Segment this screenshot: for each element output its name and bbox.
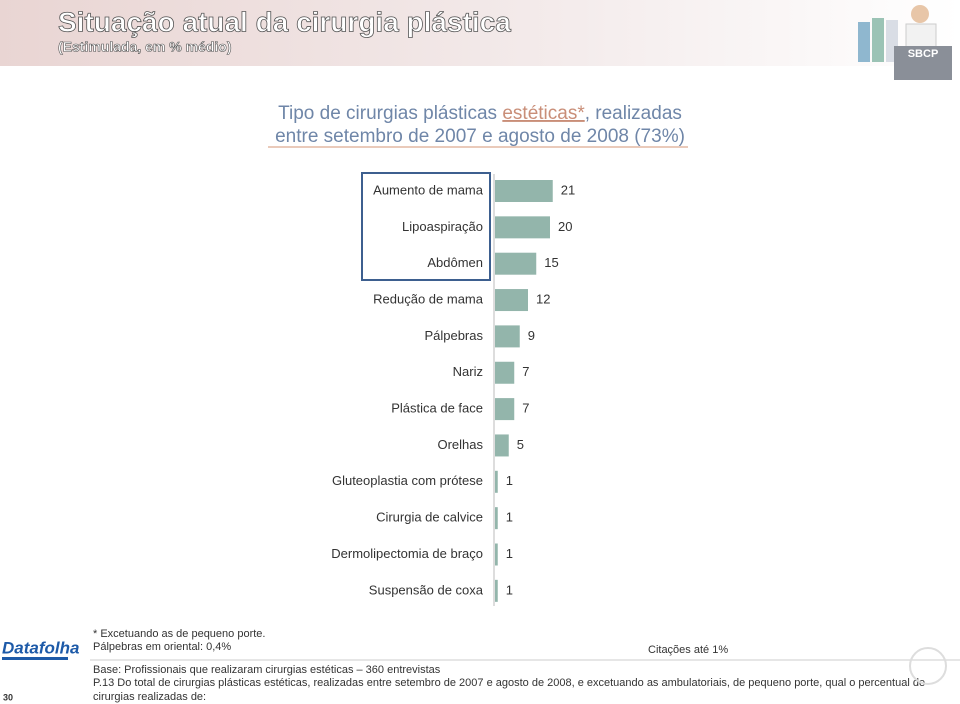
- category-label: Redução de mama: [373, 291, 484, 306]
- bar: [495, 470, 498, 493]
- header-band: [0, 0, 960, 66]
- citations-note: Citações até 1%: [648, 644, 728, 656]
- chart-title: entre setembro de 2007 e agosto de 2008 …: [275, 126, 685, 147]
- sbcp-logo: SBCP: [908, 48, 939, 60]
- value-label: 20: [558, 219, 572, 234]
- bar: [495, 434, 509, 457]
- category-label: Aumento de mama: [373, 182, 484, 197]
- title-part: , realizadas: [585, 103, 682, 124]
- question: P.13 Do total de cirurgias plásticas est…: [93, 677, 925, 689]
- value-label: 5: [517, 437, 524, 452]
- title-part: Tipo de cirurgias plásticas: [278, 103, 502, 124]
- watermark: [909, 647, 947, 685]
- bar: [495, 180, 553, 202]
- category-label: Lipoaspiração: [402, 219, 483, 234]
- bar: [495, 543, 498, 566]
- footnote: Pálpebras em oriental: 0,4%: [93, 641, 231, 653]
- value-label: 7: [522, 364, 529, 379]
- page-number: 30: [3, 692, 13, 702]
- category-label: Cirurgia de calvice: [376, 510, 483, 525]
- category-label: Gluteoplastia com prótese: [332, 473, 483, 488]
- value-label: 7: [522, 401, 529, 416]
- category-label: Nariz: [453, 364, 483, 379]
- highlight-box: [361, 172, 491, 281]
- value-label: 1: [506, 546, 513, 561]
- category-label: Suspensão de coxa: [369, 582, 484, 597]
- value-label: 15: [544, 255, 558, 270]
- category-label: Plástica de face: [391, 401, 483, 416]
- bar: [495, 361, 515, 384]
- brand-logo: Datafolha: [2, 638, 79, 657]
- value-label: 1: [506, 473, 513, 488]
- bar: [495, 252, 537, 275]
- brand-rule: [2, 657, 68, 660]
- slide-subtitle: (Estimulada, em % médio): [58, 39, 231, 55]
- bar: [495, 398, 515, 421]
- bar: [495, 289, 528, 312]
- base-note: Base: Profissionais que realizaram cirur…: [93, 664, 441, 676]
- bar: [495, 216, 550, 239]
- value-label: 12: [536, 291, 550, 306]
- bar: [495, 579, 498, 602]
- category-label: Pálpebras: [424, 328, 483, 343]
- chart-title: Tipo de cirurgias plásticas estéticas*, …: [278, 103, 682, 124]
- question: cirurgias realizadas de:: [93, 691, 206, 703]
- value-label: 1: [506, 582, 513, 597]
- category-label: Dermolipectomia de braço: [331, 546, 483, 561]
- bar: [495, 507, 498, 530]
- footnote: * Excetuando as de pequeno porte.: [93, 628, 265, 640]
- value-label: 21: [561, 182, 575, 197]
- category-label: Orelhas: [437, 437, 483, 452]
- value-label: 9: [528, 328, 535, 343]
- bar: [495, 325, 520, 348]
- category-label: Abdômen: [427, 255, 483, 270]
- slide-title: Situação atual da cirurgia plástica: [58, 6, 511, 37]
- sbcp-badge: [894, 46, 952, 80]
- title-highlight: estéticas*: [502, 103, 585, 124]
- value-label: 1: [506, 510, 513, 525]
